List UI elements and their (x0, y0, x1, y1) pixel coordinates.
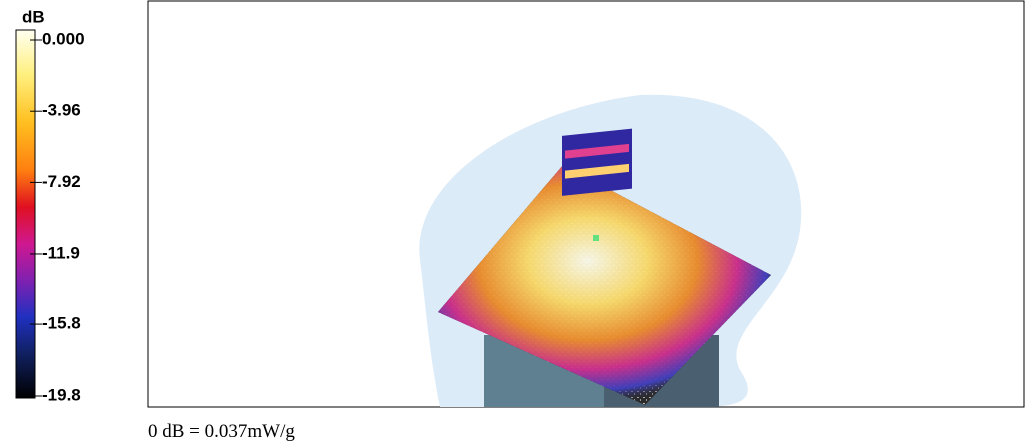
page: dB 0.000 -3.96 -7.92 -11.9 -15.8 -19.8 0 dB =… (0, 0, 1026, 442)
tick-label: 0.000 (42, 29, 85, 48)
colorbar (16, 30, 35, 398)
colorbar-unit: dB (22, 7, 45, 26)
footer: 0 dB = 0.037mW/g (148, 421, 295, 442)
colorbar-ticks: 0.000 -3.96 -7.92 -11.9 -15.8 -19.8 (30, 29, 85, 404)
tick-label: -3.96 (42, 101, 81, 120)
tick-label: -15.8 (42, 314, 81, 333)
sar-view: dB 0.000 -3.96 -7.92 -11.9 -15.8 -19.8 0 dB =… (0, 0, 1026, 442)
tick-label: -7.92 (42, 172, 81, 191)
tick-label: -19.8 (42, 385, 81, 404)
tick-label: -11.9 (42, 243, 80, 262)
